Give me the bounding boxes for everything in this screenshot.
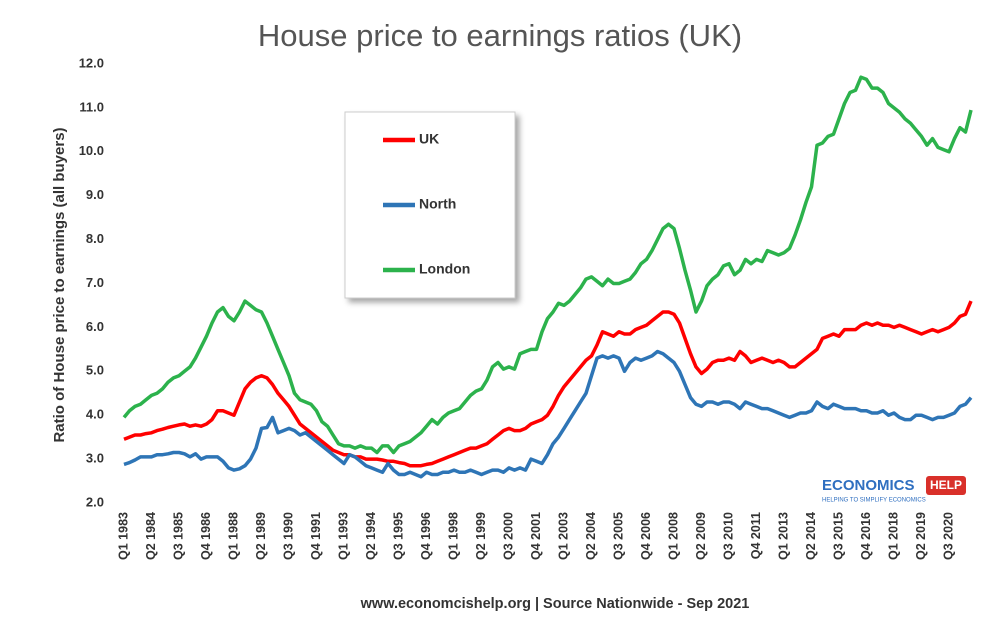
y-tick-label: 8.0 bbox=[86, 231, 104, 246]
legend-label: London bbox=[419, 261, 470, 277]
y-tick-label: 10.0 bbox=[79, 143, 104, 158]
x-tick-label: Q4 2011 bbox=[749, 512, 763, 559]
x-tick-label: Q3 2015 bbox=[831, 512, 845, 560]
chart-title: House price to earnings ratios (UK) bbox=[258, 18, 742, 53]
logo-tagline: HELPING TO SIMPLIFY ECONOMICS bbox=[822, 498, 926, 504]
x-tick-label: Q3 1990 bbox=[281, 512, 295, 560]
x-tick-label: Q3 2010 bbox=[721, 512, 735, 560]
x-tick-label: Q4 1991 bbox=[309, 512, 323, 560]
y-tick-label: 3.0 bbox=[86, 451, 104, 466]
y-tick-label: 11.0 bbox=[79, 99, 104, 114]
x-tick-label: Q1 1993 bbox=[336, 512, 350, 560]
y-tick-label: 12.0 bbox=[79, 55, 104, 70]
source: www.economcishelp.org | Source Nationwid… bbox=[360, 596, 750, 612]
x-tick-label: Q2 2009 bbox=[694, 512, 708, 560]
x-tick-label: Q4 2016 bbox=[859, 512, 873, 560]
x-tick-label: Q2 2004 bbox=[584, 512, 598, 560]
x-tick-label: Q2 1999 bbox=[474, 512, 488, 560]
legend-label: UK bbox=[419, 131, 439, 147]
x-tick-label: Q3 1995 bbox=[391, 512, 405, 560]
series-line bbox=[123, 300, 973, 468]
logo-badge-bg bbox=[926, 476, 966, 495]
x-tick-label: Q2 1989 bbox=[254, 512, 268, 560]
x-tick-label: Q3 1985 bbox=[171, 512, 185, 560]
x-tick-label: Q2 2014 bbox=[804, 512, 818, 560]
legend-label: North bbox=[419, 196, 456, 212]
x-tick-label: Q1 2018 bbox=[886, 512, 900, 560]
series-line bbox=[123, 349, 973, 479]
x-tick-label: Q4 2001 bbox=[529, 512, 543, 560]
x-tick-label: Q2 1984 bbox=[144, 512, 158, 560]
x-tick-label: Q4 2006 bbox=[639, 512, 653, 560]
y-tick-label: 9.0 bbox=[86, 187, 104, 202]
x-tick-label: Q3 2020 bbox=[941, 512, 955, 560]
x-tick-label: Q1 2008 bbox=[666, 512, 680, 560]
y-tick-label: 6.0 bbox=[86, 319, 104, 334]
x-tick-label: Q1 2013 bbox=[776, 512, 790, 560]
x-tick-label: Q4 1996 bbox=[419, 512, 433, 560]
x-tick-label: Q3 2005 bbox=[611, 512, 625, 560]
y-tick-label: 7.0 bbox=[86, 275, 104, 290]
series-line bbox=[122, 75, 973, 455]
logo-badge: HELP bbox=[930, 478, 962, 492]
x-tick-label: Q2 2019 bbox=[914, 512, 928, 560]
x-tick-label: Q4 1986 bbox=[199, 512, 213, 560]
legend bbox=[344, 111, 516, 299]
x-tick-label: Q3 2000 bbox=[501, 512, 515, 560]
x-tick-label: Q1 1983 bbox=[116, 512, 130, 560]
logo: ECONOMICS HELP HELPING TO SIMPLIFY ECONO… bbox=[822, 476, 966, 504]
y-tick-label: 5.0 bbox=[86, 363, 104, 378]
x-tick-label: Q1 1988 bbox=[226, 512, 240, 560]
x-tick-label: Q1 2003 bbox=[556, 512, 570, 560]
y-tick-label: 2.0 bbox=[86, 494, 104, 509]
y-axis-label: Ratio of House price to earnings (all bu… bbox=[51, 127, 68, 442]
y-tick-label: 4.0 bbox=[86, 407, 104, 422]
plot-area: 2.0 3.0 4.0 5.0 6.0 7.0 8.0 9.0 10.0 11.0 12.0 Q1 1… bbox=[79, 55, 973, 560]
logo-word: ECONOMICS bbox=[822, 477, 915, 494]
x-tick-label: Q1 1998 bbox=[446, 512, 460, 560]
x-tick-label: Q2 1994 bbox=[364, 512, 378, 560]
